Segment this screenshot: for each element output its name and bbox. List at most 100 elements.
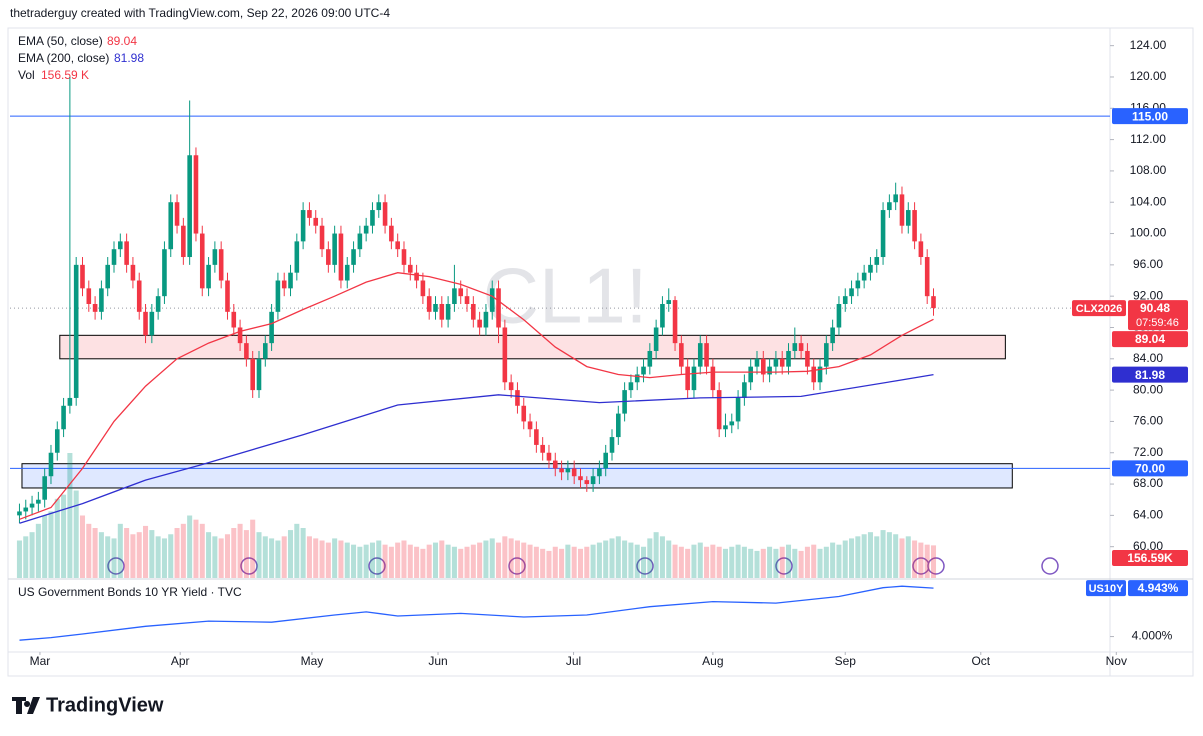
volume-bar (609, 538, 615, 578)
candle-body (716, 390, 722, 430)
candle-body (924, 257, 930, 297)
volume-bar (420, 548, 426, 578)
candle-body (723, 425, 728, 430)
volume-bar (741, 546, 747, 578)
y-tick-label: 104.00 (1130, 194, 1167, 208)
volume-bar (729, 546, 735, 578)
candle-body (786, 350, 791, 367)
candle-body (80, 264, 85, 289)
volume-bar (565, 544, 571, 578)
candle-body (546, 452, 552, 461)
volume-bar (79, 515, 86, 578)
candle-body (199, 233, 205, 289)
volume-bar (584, 546, 590, 578)
volume-bar (16, 540, 22, 578)
volume-bar (912, 540, 918, 578)
candle-body (849, 288, 854, 297)
hline-badge: 70.00 (1112, 460, 1188, 477)
candle-body (899, 194, 905, 226)
candle-body (61, 405, 66, 430)
candle-body (281, 280, 287, 289)
candle-body (861, 272, 867, 281)
volume-bar (603, 540, 609, 578)
volume-bar (149, 530, 155, 578)
candle-body (521, 405, 527, 422)
candle-body (357, 233, 363, 250)
candle-body (515, 390, 520, 406)
candle-body (433, 304, 438, 312)
candle-body (710, 366, 716, 391)
candle-body (382, 202, 388, 226)
candle-body (99, 288, 104, 312)
volume-bar (401, 540, 407, 578)
volume-bar (193, 519, 199, 578)
brand: TradingView (46, 694, 164, 716)
candle-body (559, 468, 564, 473)
volume-bar (874, 536, 880, 578)
candle-body (42, 476, 47, 500)
candle-body (420, 280, 426, 297)
candle-body (880, 210, 886, 258)
volume-bar (855, 536, 861, 578)
volume-bar (792, 548, 798, 578)
volume-bar (48, 511, 54, 578)
y-tick-label: 80.00 (1133, 382, 1163, 396)
candle-body (130, 264, 136, 281)
candle-body (237, 327, 243, 344)
candle-body (23, 507, 29, 512)
volume-bar (369, 542, 375, 578)
volume-bar (546, 550, 552, 578)
volume-bar (628, 542, 634, 578)
candle-body (319, 225, 325, 250)
volume-bar (136, 532, 142, 578)
volume-bar (647, 538, 653, 578)
volume-bar (98, 532, 104, 578)
candle-body (666, 300, 672, 304)
yield-symbol-bg (1086, 580, 1126, 597)
candle-body (36, 499, 41, 504)
x-tick-label: Sep (835, 654, 857, 668)
ema200-badge-bg (1112, 366, 1188, 383)
candle-body (136, 280, 142, 312)
volume-bar (760, 548, 766, 578)
volume-bar (105, 536, 111, 578)
candle-body (672, 300, 678, 344)
yield-last-bg (1128, 580, 1188, 597)
volume-bar (886, 532, 892, 578)
candle-body (363, 225, 369, 234)
volume-bar (458, 548, 464, 578)
volume-bar (237, 523, 243, 578)
volume-bar (67, 453, 73, 578)
candle-body (805, 350, 810, 367)
volume-bar (861, 534, 867, 578)
tv-logo (12, 697, 40, 714)
hline-badge-text: 115.00 (1132, 109, 1168, 123)
volume-bar (332, 538, 338, 578)
candle-body (634, 374, 640, 383)
candle-body (86, 288, 92, 304)
candle-body (824, 343, 829, 367)
volume-bar (130, 534, 136, 578)
candle-body (206, 264, 211, 289)
candle-body (534, 429, 539, 445)
candle-body (477, 319, 482, 328)
volume-bar (735, 544, 741, 578)
candle-body (489, 288, 495, 312)
legend-ema200: EMA (200, close) (18, 51, 109, 65)
candle-body (458, 288, 464, 297)
volume-bar (716, 546, 722, 578)
candle-body (483, 311, 489, 328)
candle-body (187, 155, 192, 258)
candle-body (193, 155, 199, 234)
candle-body (407, 264, 413, 273)
volume-bar (439, 540, 445, 578)
candle-body (893, 194, 898, 203)
ema50-badge-text: 89.04 (1135, 332, 1165, 346)
watermark: CL1! (483, 252, 648, 340)
volume-bar (432, 542, 439, 578)
candle-body (54, 429, 60, 453)
last-price-badge: CLX2026 90.48 07:59:46 (1072, 300, 1188, 331)
volume-bar (124, 528, 130, 578)
volume-bar (659, 536, 665, 578)
volume-bar (842, 540, 848, 578)
